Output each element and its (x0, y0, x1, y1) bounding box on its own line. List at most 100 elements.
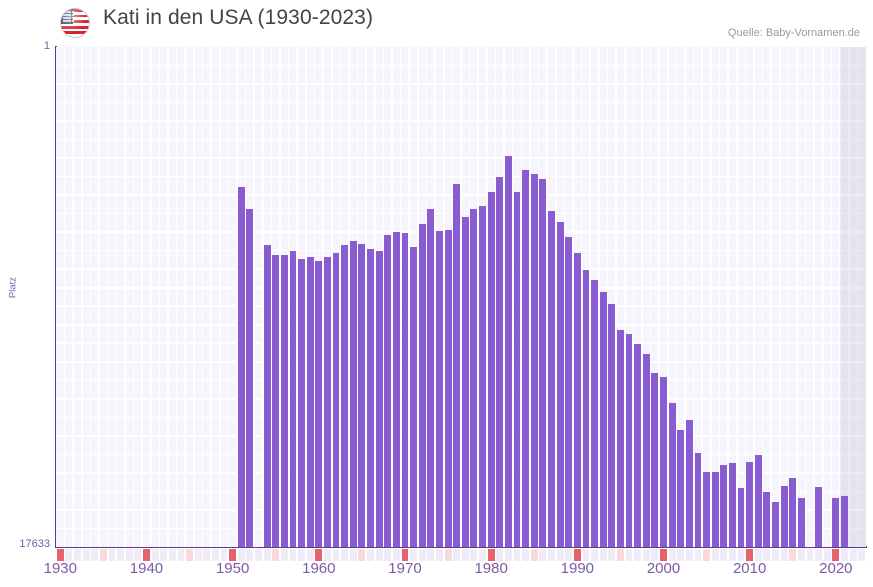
x-tick-1989 (565, 549, 573, 561)
bar-1967[interactable] (375, 251, 383, 547)
bar-1990[interactable] (573, 253, 581, 547)
bar-2011[interactable] (754, 455, 762, 547)
bar-2013[interactable] (772, 502, 779, 547)
bar-2015[interactable] (789, 478, 797, 547)
bar-2007[interactable] (720, 464, 728, 547)
us-flag-icon (60, 8, 90, 38)
bar-2001[interactable] (668, 403, 676, 547)
page-title: Kati in den USA (1930-2023) (103, 6, 374, 29)
bar-2012[interactable] (763, 491, 771, 547)
bar-1996[interactable] (625, 333, 633, 547)
bar-1962[interactable] (332, 253, 340, 547)
bar-2004[interactable] (694, 453, 702, 547)
bar-1987[interactable] (548, 211, 555, 547)
bar-2021[interactable] (841, 495, 848, 547)
bar-1965[interactable] (358, 244, 366, 547)
x-tick-1970 (401, 549, 409, 561)
bar-1986[interactable] (539, 178, 547, 547)
bar-1983[interactable] (513, 192, 521, 547)
bar-1985[interactable] (530, 174, 538, 547)
bar-2020[interactable] (832, 497, 840, 547)
bar-1964[interactable] (349, 240, 357, 547)
bar-1963[interactable] (341, 245, 349, 547)
bar-1997[interactable] (634, 344, 642, 547)
bar-1966[interactable] (367, 249, 374, 547)
bar-1975[interactable] (444, 229, 452, 547)
x-tick-1930 (56, 549, 64, 561)
x-tick-1954 (263, 549, 271, 561)
x-tick-1960 (315, 549, 323, 561)
bar-2010[interactable] (746, 461, 754, 547)
bar-1973[interactable] (427, 209, 435, 547)
x-tick-1997 (634, 549, 642, 561)
bar-1988[interactable] (556, 221, 564, 547)
x-tick-1967 (375, 549, 383, 561)
bar-1974[interactable] (436, 230, 443, 547)
bar-2018[interactable] (815, 487, 823, 547)
bar-1979[interactable] (479, 206, 486, 547)
x-axis-label-2000: 2000 (646, 560, 681, 577)
bar-1982[interactable] (504, 155, 512, 547)
x-tick-1945 (186, 549, 193, 561)
bar-1969[interactable] (392, 231, 400, 547)
x-tick-1947 (203, 549, 211, 561)
bar-1972[interactable] (418, 223, 426, 547)
bar-1995[interactable] (616, 329, 624, 547)
bar-1971[interactable] (410, 247, 418, 547)
x-tick-1935 (99, 549, 107, 561)
bar-2003[interactable] (685, 420, 693, 547)
x-tick-1990 (573, 549, 581, 561)
bar-1958[interactable] (298, 259, 306, 547)
bar-2005[interactable] (703, 472, 711, 547)
bar-1998[interactable] (642, 354, 650, 547)
bar-2002[interactable] (677, 429, 685, 547)
bar-2016[interactable] (797, 497, 805, 547)
y-axis-top-label: 1 (43, 40, 50, 52)
bar-1991[interactable] (582, 269, 590, 547)
bar-1989[interactable] (565, 236, 573, 547)
bar-1952[interactable] (246, 209, 254, 547)
x-tick-2012 (763, 549, 771, 561)
bar-1992[interactable] (591, 279, 598, 547)
bar-1959[interactable] (306, 257, 314, 547)
bar-1960[interactable] (315, 261, 323, 547)
bar-2006[interactable] (711, 472, 719, 547)
x-tick-2022 (849, 549, 857, 561)
bar-1978[interactable] (470, 208, 478, 547)
x-tick-2004 (694, 549, 702, 561)
bar-1984[interactable] (522, 170, 530, 547)
x-tick-2014 (780, 549, 788, 561)
bar-1957[interactable] (289, 251, 297, 547)
bar-1961[interactable] (323, 257, 331, 547)
x-tick-2009 (737, 549, 745, 561)
bar-1951[interactable] (237, 186, 245, 547)
x-axis-labels: 1930 1940 1950 1960 1970 1980 1990 2000 2010 2020 (0, 560, 873, 584)
bar-1955[interactable] (272, 255, 280, 547)
x-axis-label-2020: 2020 (819, 560, 853, 577)
bar-1977[interactable] (461, 216, 469, 547)
bar-1956[interactable] (280, 255, 288, 547)
x-tick-1978 (470, 549, 478, 561)
x-tick-2011 (754, 549, 762, 561)
source-attribution: Quelle: Baby-Vornamen.de (727, 27, 860, 39)
bar-1954[interactable] (263, 245, 271, 547)
bar-1976[interactable] (453, 183, 461, 547)
bar-1968[interactable] (384, 234, 392, 547)
x-tick-1975 (444, 549, 452, 561)
x-tick-1956 (280, 549, 288, 561)
plot-area (56, 47, 866, 547)
bar-2014[interactable] (780, 485, 788, 547)
bar-2000[interactable] (660, 376, 667, 547)
x-tick-2019 (823, 549, 831, 561)
bar-1970[interactable] (401, 232, 409, 547)
bar-1993[interactable] (599, 291, 607, 547)
bar-1980[interactable] (487, 192, 495, 547)
x-tick-1936 (108, 549, 116, 561)
bar-1981[interactable] (496, 176, 504, 547)
x-tick-1942 (160, 549, 168, 561)
bar-2009[interactable] (737, 487, 745, 547)
x-tick-1939 (134, 549, 142, 561)
bar-1999[interactable] (651, 372, 659, 547)
bar-2008[interactable] (728, 462, 736, 547)
bar-1994[interactable] (608, 303, 616, 547)
